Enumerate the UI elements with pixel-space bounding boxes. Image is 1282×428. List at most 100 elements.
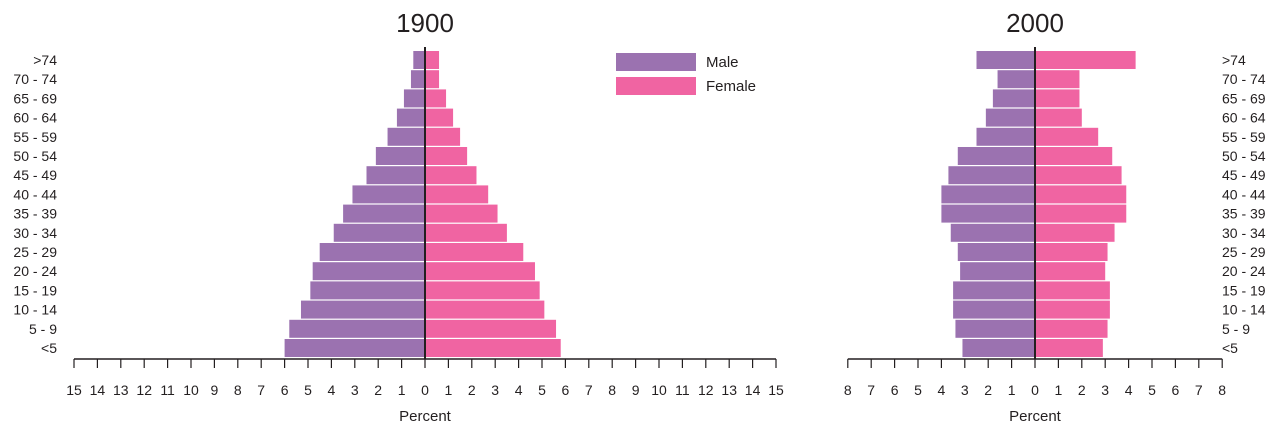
x-tick-label: 4 — [328, 382, 336, 398]
bar-female — [425, 51, 440, 69]
category-label: >74 — [33, 52, 57, 68]
category-label: 55 - 59 — [1222, 129, 1266, 145]
x-tick-label: 12 — [698, 382, 714, 398]
bar-male — [310, 281, 425, 300]
x-tick-label: 12 — [136, 382, 152, 398]
bar-male — [941, 204, 1035, 223]
category-label: 60 - 64 — [13, 110, 57, 126]
x-tick-label: 8 — [608, 382, 616, 398]
x-tick-label: 6 — [891, 382, 899, 398]
bar-male — [284, 339, 425, 357]
x-tick-label: 14 — [90, 382, 106, 398]
bar-male — [396, 108, 425, 127]
x-tick-label: 2 — [468, 382, 476, 398]
category-label: 20 - 24 — [1222, 263, 1266, 279]
x-tick-label: 7 — [257, 382, 265, 398]
chart-title: 2000 — [1006, 8, 1064, 38]
bar-male — [948, 166, 1035, 185]
x-tick-label: 0 — [1031, 382, 1039, 398]
bar-male — [976, 127, 1035, 146]
bar-female — [1035, 223, 1115, 242]
bar-male — [941, 185, 1035, 204]
pyramid-1: 2000 >74 70 - 74 65 - 69 60 - 64 55 - 59 50 - … — [844, 8, 1266, 425]
bar-male — [312, 262, 425, 281]
bar-female — [1035, 319, 1108, 338]
x-tick-label: 3 — [351, 382, 359, 398]
category-label: <5 — [1222, 340, 1238, 356]
bar-female — [1035, 166, 1122, 185]
category-label: 30 - 34 — [13, 225, 57, 241]
bar-male — [333, 223, 425, 242]
category-label: 45 - 49 — [13, 167, 57, 183]
x-tick-label: 5 — [1148, 382, 1156, 398]
legend-label-male: Male — [706, 54, 739, 71]
x-tick-label: 6 — [1172, 382, 1180, 398]
bar-male — [957, 243, 1035, 261]
bar-male — [997, 70, 1035, 89]
category-label: 35 - 39 — [13, 206, 57, 222]
bar-female — [425, 243, 524, 261]
x-tick-label: 2 — [374, 382, 382, 398]
category-label: 50 - 54 — [13, 148, 57, 164]
category-label: <5 — [41, 340, 57, 356]
category-label: 35 - 39 — [1222, 206, 1266, 222]
x-tick-label: 3 — [491, 382, 499, 398]
bar-female — [425, 108, 454, 127]
bar-female — [425, 185, 489, 204]
bar-male — [957, 147, 1035, 165]
bar-male — [300, 300, 425, 319]
legend-label-female: Female — [706, 78, 756, 95]
bar-female — [1035, 262, 1106, 281]
bar-female — [1035, 127, 1099, 146]
category-label: 60 - 64 — [1222, 110, 1266, 126]
category-label: 15 - 19 — [13, 282, 57, 298]
legend: Male Female — [616, 53, 756, 95]
x-axis-title: Percent — [399, 408, 452, 425]
category-label: >74 — [1222, 52, 1246, 68]
x-tick-label: 9 — [632, 382, 640, 398]
bar-female — [425, 89, 447, 108]
legend-swatch-male — [616, 53, 696, 71]
x-tick-label: 13 — [721, 382, 737, 398]
x-tick-label: 4 — [515, 382, 523, 398]
bar-male — [960, 262, 1035, 281]
bar-female — [1035, 147, 1113, 165]
category-label: 5 - 9 — [29, 321, 57, 337]
category-label: 10 - 14 — [13, 302, 57, 318]
x-tick-label: 7 — [867, 382, 875, 398]
bar-male — [366, 166, 425, 185]
category-label: 10 - 14 — [1222, 302, 1266, 318]
category-label: 30 - 34 — [1222, 225, 1266, 241]
bar-male — [953, 300, 1035, 319]
category-label: 65 - 69 — [13, 90, 57, 106]
x-tick-label: 15 — [768, 382, 784, 398]
x-tick-label: 1 — [398, 382, 406, 398]
bar-male — [992, 89, 1035, 108]
bar-male — [403, 89, 425, 108]
bar-female — [425, 70, 440, 89]
category-label: 45 - 49 — [1222, 167, 1266, 183]
category-label: 55 - 59 — [13, 129, 57, 145]
x-tick-label: 10 — [651, 382, 667, 398]
bar-male — [387, 127, 425, 146]
category-label: 25 - 29 — [13, 244, 57, 260]
bar-male — [375, 147, 425, 165]
x-tick-label: 3 — [1101, 382, 1109, 398]
x-tick-label: 6 — [562, 382, 570, 398]
bar-male — [319, 243, 425, 261]
x-tick-label: 11 — [675, 382, 690, 398]
bar-male — [985, 108, 1035, 127]
x-tick-label: 4 — [1125, 382, 1133, 398]
category-label: 15 - 19 — [1222, 282, 1266, 298]
bar-male — [976, 51, 1035, 69]
bar-female — [425, 262, 535, 281]
x-tick-label: 5 — [304, 382, 312, 398]
bar-female — [425, 166, 477, 185]
x-tick-label: 8 — [1218, 382, 1226, 398]
bar-female — [1035, 185, 1127, 204]
x-tick-label: 14 — [745, 382, 761, 398]
category-label: 70 - 74 — [13, 71, 57, 87]
bar-male — [953, 281, 1035, 300]
x-tick-label: 2 — [1078, 382, 1086, 398]
